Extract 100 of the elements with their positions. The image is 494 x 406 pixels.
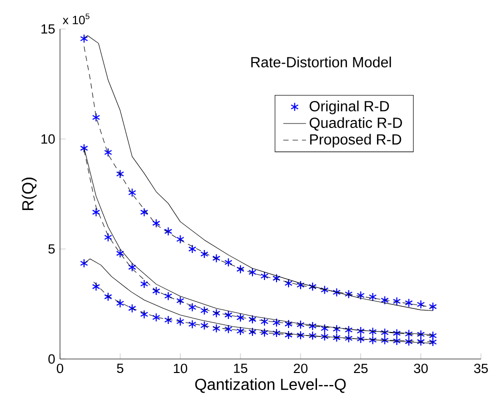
point	[80, 144, 88, 153]
point	[344, 290, 353, 299]
point	[392, 296, 401, 306]
point	[104, 148, 112, 157]
point	[188, 320, 196, 329]
point	[236, 264, 244, 274]
point	[344, 334, 353, 343]
legend-label: Quadratic R-D	[310, 117, 402, 131]
legend-label: Original R-D	[310, 100, 389, 114]
point	[308, 331, 317, 340]
point	[248, 327, 256, 336]
point	[332, 324, 341, 334]
point	[284, 319, 293, 329]
y-tick-label: 10	[41, 134, 55, 144]
x-tick-label: 20	[294, 364, 308, 374]
point	[248, 268, 256, 277]
point	[164, 292, 172, 301]
point	[320, 285, 329, 294]
point	[416, 300, 425, 309]
point	[236, 326, 244, 336]
point	[92, 282, 100, 292]
point	[320, 324, 329, 333]
point	[392, 328, 401, 338]
x-tick-label: 10	[174, 364, 188, 374]
point	[80, 34, 88, 44]
point	[164, 316, 172, 325]
point	[284, 330, 293, 340]
x-tick-label: 0	[56, 364, 64, 374]
point	[368, 292, 377, 302]
point	[332, 333, 341, 342]
point	[236, 313, 244, 322]
point	[140, 208, 148, 217]
point	[368, 327, 377, 336]
point	[332, 288, 341, 297]
x-axis-title: Qantization Level---Q	[195, 378, 346, 393]
point	[152, 312, 160, 322]
point	[428, 338, 437, 347]
point	[212, 308, 220, 318]
point	[320, 332, 329, 342]
point	[80, 258, 88, 268]
point	[176, 234, 184, 244]
point	[200, 250, 208, 259]
x-tick-label: 35	[474, 364, 488, 374]
point	[128, 188, 136, 198]
point	[404, 298, 413, 308]
point	[260, 317, 268, 326]
point	[380, 328, 389, 338]
point	[104, 232, 112, 242]
point	[260, 272, 268, 281]
x-tick-label: 15	[234, 364, 248, 373]
point	[368, 336, 377, 345]
point	[224, 258, 232, 267]
point	[428, 331, 437, 340]
point	[92, 112, 100, 122]
y-tick-label: 0	[48, 354, 55, 364]
point	[152, 286, 160, 296]
point	[356, 334, 365, 344]
point	[212, 324, 220, 333]
y-tick-label: 15	[41, 24, 55, 34]
point	[416, 337, 425, 346]
point	[188, 244, 196, 254]
y-tick-label: 5	[48, 244, 55, 254]
point	[116, 298, 124, 308]
point	[92, 208, 100, 217]
text: Rate-Distortion Model	[251, 56, 391, 68]
point	[116, 169, 124, 179]
point	[104, 292, 112, 302]
point	[356, 326, 365, 336]
x-tick-label: 30	[414, 364, 428, 374]
point	[260, 328, 268, 338]
point	[356, 290, 365, 300]
point	[308, 282, 317, 292]
point	[128, 262, 136, 272]
point	[428, 302, 437, 312]
point	[296, 330, 305, 340]
point	[416, 330, 425, 339]
y-axis-title: R(Q)	[22, 178, 37, 210]
point	[272, 318, 281, 328]
point	[224, 310, 232, 320]
point	[224, 324, 232, 334]
x-tick-label: 5	[116, 364, 124, 373]
point	[392, 336, 401, 346]
point	[296, 280, 305, 290]
point	[284, 278, 293, 288]
point	[272, 328, 281, 338]
point	[212, 254, 220, 263]
point	[344, 325, 353, 334]
point	[248, 314, 256, 324]
x-tick-label: 25	[354, 364, 368, 374]
point	[308, 321, 317, 331]
point	[140, 279, 148, 289]
point	[380, 336, 389, 345]
legend-label: Proposed R-D	[310, 134, 402, 148]
point	[404, 337, 413, 346]
point	[188, 302, 196, 312]
point	[404, 329, 413, 338]
text: x 10$^{5}$	[62, 14, 90, 24]
point	[200, 306, 208, 316]
point	[176, 296, 184, 306]
point	[164, 226, 172, 236]
